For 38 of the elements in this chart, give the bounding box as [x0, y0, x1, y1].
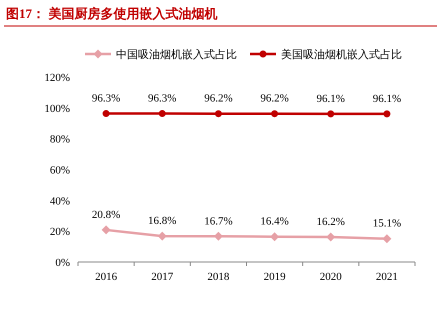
- point: [271, 110, 278, 118]
- x-tick-label: 2021: [376, 271, 398, 283]
- data-label: 16.2%: [316, 216, 345, 228]
- point: [326, 232, 336, 242]
- y-tick-label: 60%: [50, 164, 70, 176]
- data-label: 96.3%: [92, 92, 120, 105]
- y-tick-label: 120%: [44, 72, 70, 84]
- data-label: 16.7%: [204, 215, 233, 228]
- point: [382, 234, 392, 244]
- x-tick-label: 2019: [264, 271, 286, 283]
- chart-title: 图17： 美国厨房多使用嵌入式油烟机: [6, 6, 218, 21]
- point: [327, 110, 334, 118]
- y-tick-label: 20%: [50, 226, 70, 238]
- data-label: 96.1%: [316, 92, 345, 105]
- data-label: 96.1%: [372, 92, 402, 105]
- legend-label: 美国吸油烟机嵌入式占比: [281, 48, 402, 61]
- point: [158, 232, 167, 241]
- x-tick-label: 2018: [207, 271, 230, 283]
- point: [102, 225, 111, 234]
- data-label: 15.1%: [372, 218, 402, 230]
- y-tick-label: 40%: [50, 195, 70, 208]
- data-label: 96.2%: [260, 92, 289, 105]
- data-label: 96.3%: [148, 92, 176, 105]
- y-tick-label: 80%: [50, 134, 70, 146]
- y-tick-label: 100%: [44, 102, 70, 115]
- x-tick-label: 2016: [95, 271, 118, 283]
- point: [158, 110, 166, 118]
- legend-label: 中国吸油烟机嵌入式占比: [116, 48, 237, 61]
- data-label: 20.8%: [92, 208, 120, 221]
- data-label: 16.8%: [148, 215, 176, 228]
- y-tick-label: 0%: [55, 257, 70, 269]
- point: [383, 110, 390, 118]
- x-tick-label: 2020: [320, 271, 342, 283]
- point: [102, 110, 110, 118]
- data-label: 96.2%: [204, 92, 233, 105]
- point: [214, 110, 222, 118]
- data-label: 16.4%: [260, 216, 289, 228]
- x-tick-label: 2017: [151, 271, 174, 283]
